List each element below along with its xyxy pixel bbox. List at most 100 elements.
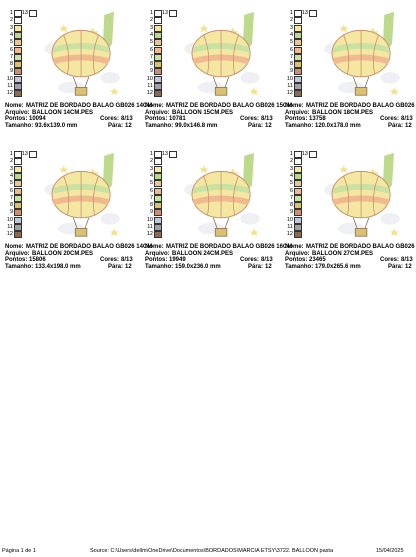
swatch [154, 24, 162, 32]
swatch-number: 13 [161, 10, 168, 16]
swatch [154, 10, 162, 17]
stitches-label: Pontos: [145, 257, 168, 263]
swatch-number: 7 [289, 194, 293, 201]
swatch-number: 1 [289, 151, 293, 157]
swatch [294, 231, 302, 239]
stops-label: Pára: [248, 122, 264, 129]
file-name: BALLOON 24CM.PES [172, 250, 234, 257]
stitches: 23465 [309, 257, 326, 263]
swatch [14, 202, 22, 210]
swatch [14, 187, 22, 195]
stops-label: Pára: [248, 263, 264, 270]
swatch [154, 172, 162, 180]
design-preview [33, 10, 133, 102]
swatch-number: 7 [289, 53, 293, 60]
swatch [154, 46, 162, 54]
swatch-number: 10 [286, 216, 293, 223]
swatch [14, 24, 22, 32]
page-number: Página 1 de 1 [2, 548, 36, 554]
swatch [154, 151, 162, 158]
stitches-label: Pontos: [5, 116, 28, 122]
design-preview [313, 10, 413, 102]
design-name-label: Nome: [145, 244, 164, 250]
swatch [309, 10, 317, 17]
stitches-label: Pontos: [285, 257, 308, 263]
swatch [294, 90, 302, 98]
design-name: MATRIZ DE BORDADO BALAO GB026 16CM [166, 244, 293, 250]
swatch-number: 2 [149, 17, 153, 24]
swatch [294, 53, 302, 61]
swatch [14, 68, 22, 76]
swatch [14, 90, 22, 98]
swatch [294, 202, 302, 210]
size: 133.4x198.0 mm [35, 263, 81, 270]
swatch [14, 39, 22, 47]
swatch [154, 31, 162, 39]
colors: 8/13 [401, 116, 413, 122]
swatch-number: 10 [6, 75, 13, 82]
swatch [294, 39, 302, 47]
swatch [14, 46, 22, 54]
size: 99.0x146.8 mm [175, 122, 218, 129]
swatch [154, 158, 162, 166]
file-name: BALLOON 27CM.PES [312, 250, 374, 257]
colors-label: Cores: [240, 116, 260, 122]
design-name-label: Nome: [285, 244, 304, 250]
colors-label: Cores: [380, 116, 400, 122]
swatch-number: 2 [289, 158, 293, 165]
swatch-number: 13 [21, 10, 28, 16]
swatch-number: 4 [289, 172, 293, 179]
size-label: Tamanho: [5, 263, 34, 270]
swatch-number: 6 [9, 46, 13, 53]
design-name: MATRIZ DE BORDADO BALAO GB026 1 [306, 103, 416, 109]
colors: 8/13 [401, 257, 413, 263]
stitches-label: Pontos: [5, 257, 28, 263]
swatch [169, 10, 177, 17]
swatch-number: 2 [9, 17, 13, 24]
swatch [29, 151, 37, 158]
swatch-number: 3 [149, 165, 153, 172]
design-name-label: Nome: [145, 103, 164, 109]
swatch [14, 172, 22, 180]
design-preview [173, 10, 273, 102]
swatch [309, 151, 317, 158]
swatch-number: 11 [7, 83, 13, 89]
design-name: MATRIZ DE BORDADO BALAO GB026 1 [306, 244, 416, 250]
swatch-number: 1 [289, 10, 293, 16]
swatch-number: 10 [146, 216, 153, 223]
swatch [294, 68, 302, 76]
swatch-number: 10 [146, 75, 153, 82]
size: 93.6x139.0 mm [35, 122, 78, 129]
design-name-label: Nome: [5, 244, 24, 250]
file-name-label: Arquivo: [285, 250, 310, 257]
file-name: BALLOON 15CM.PES [172, 109, 234, 116]
colors: 8/13 [121, 257, 133, 263]
swatch-number: 2 [289, 17, 293, 24]
swatch-number: 7 [149, 194, 153, 201]
swatch-number: 8 [289, 61, 293, 68]
file-name: BALLOON 20CM.PES [32, 250, 94, 257]
stitches: 15806 [29, 257, 46, 263]
swatch-number: 2 [9, 158, 13, 165]
design-name: MATRIZ DE BORDADO BALAO GB026 15CM [166, 103, 293, 109]
file-name-label: Arquivo: [145, 109, 170, 116]
design-name-label: Nome: [285, 103, 304, 109]
swatch [154, 194, 162, 202]
colors: 8/13 [261, 116, 273, 122]
stitches: 10094 [29, 116, 46, 122]
swatch-number: 5 [149, 39, 153, 46]
stitches: 10781 [169, 116, 186, 122]
swatch-number: 3 [9, 165, 13, 172]
swatch [154, 187, 162, 195]
swatch-number: 4 [289, 31, 293, 38]
swatch [14, 61, 22, 69]
swatch [14, 10, 22, 17]
swatch [154, 202, 162, 210]
design-preview [173, 151, 273, 243]
swatch-number: 8 [289, 202, 293, 209]
swatch-number: 11 [287, 224, 293, 230]
swatch [294, 194, 302, 202]
swatch [169, 151, 177, 158]
stops: 12 [265, 122, 272, 129]
swatch-number: 12 [286, 231, 293, 238]
